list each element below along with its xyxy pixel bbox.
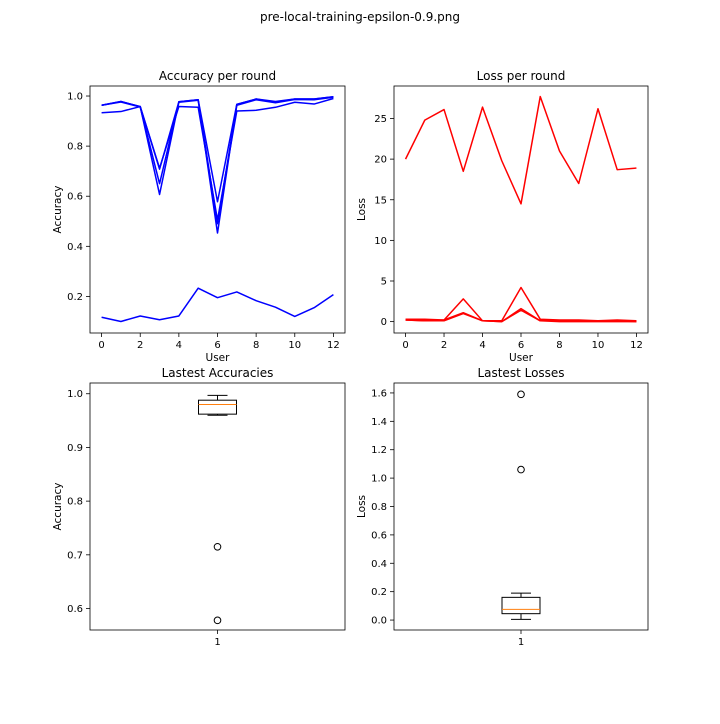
x-tick-label: 1 xyxy=(214,637,220,648)
y-tick-label: 1.2 xyxy=(371,445,387,456)
y-tick-label: 25 xyxy=(374,114,387,125)
x-tick-label: 6 xyxy=(214,340,220,351)
y-tick-label: 0.0 xyxy=(371,616,387,627)
x-tick-label: 12 xyxy=(327,340,340,351)
x-tick-label: 10 xyxy=(592,340,605,351)
y-tick-label: 0.8 xyxy=(371,502,387,513)
plot-frame xyxy=(393,382,649,631)
y-tick-label: 0.4 xyxy=(371,559,387,570)
y-tick-label: 20 xyxy=(374,155,387,166)
chart-title: Lastest Losses xyxy=(477,366,564,380)
x-tick-label: 2 xyxy=(137,340,143,351)
x-tick-label: 0 xyxy=(402,340,408,351)
series-line xyxy=(405,307,637,323)
plot-frame xyxy=(393,85,649,334)
box-iqr xyxy=(501,596,541,615)
figure-title: pre-local-training-epsilon-0.9.png xyxy=(259,10,461,24)
box-flier-point xyxy=(213,616,222,625)
y-tick-label: 1.0 xyxy=(371,474,387,485)
y-tick-label: 10 xyxy=(374,236,387,247)
series-line xyxy=(405,286,637,322)
plot-frame xyxy=(89,85,346,334)
y-axis-label: Loss xyxy=(356,198,368,221)
y-tick-label: 1.0 xyxy=(67,92,83,103)
x-tick-label: 8 xyxy=(253,340,259,351)
series-line xyxy=(405,309,637,323)
x-axis-label: User xyxy=(509,352,534,364)
y-tick-label: 0.9 xyxy=(67,443,83,454)
y-tick-label: 0.6 xyxy=(371,530,387,541)
series-line xyxy=(404,95,637,205)
x-tick-label: 8 xyxy=(556,340,562,351)
series-line xyxy=(101,97,334,221)
y-axis-label: Accuracy xyxy=(52,186,64,234)
y-axis-label: Loss xyxy=(356,495,368,518)
y-tick-label: 0 xyxy=(381,317,387,328)
y-tick-label: 5 xyxy=(381,277,387,288)
box-flier-point xyxy=(517,465,525,474)
box-iqr xyxy=(198,399,237,415)
x-tick-label: 6 xyxy=(518,340,524,351)
x-tick-label: 4 xyxy=(479,340,485,351)
x-tick-label: 10 xyxy=(288,340,301,351)
series-line xyxy=(101,96,334,203)
y-tick-label: 0.6 xyxy=(67,604,83,615)
x-tick-label: 4 xyxy=(176,340,182,351)
y-tick-label: 0.6 xyxy=(67,192,83,203)
y-tick-label: 0.8 xyxy=(67,142,83,153)
series-line xyxy=(101,96,334,225)
y-tick-label: 1.0 xyxy=(67,389,83,400)
x-tick-label: 12 xyxy=(630,340,643,351)
chart-title: Lastest Accuracies xyxy=(162,366,274,380)
series-line xyxy=(101,287,334,323)
y-tick-label: 1.6 xyxy=(371,388,387,399)
x-tick-label: 0 xyxy=(98,340,104,351)
box-flier-point xyxy=(517,390,525,399)
x-tick-label: 1 xyxy=(518,637,524,648)
x-tick-label: 2 xyxy=(441,340,447,351)
series-line xyxy=(101,96,334,234)
y-tick-label: 1.4 xyxy=(371,417,387,428)
x-axis-label: User xyxy=(206,352,231,364)
y-tick-label: 0.7 xyxy=(67,550,83,561)
chart-title: Accuracy per round xyxy=(159,69,276,83)
y-tick-label: 15 xyxy=(374,195,387,206)
y-tick-label: 0.4 xyxy=(67,242,83,253)
chart-title: Loss per round xyxy=(477,69,566,83)
plot-frame xyxy=(89,382,346,631)
box-flier-point xyxy=(213,542,222,551)
y-axis-label: Accuracy xyxy=(52,483,64,531)
y-tick-label: 0.8 xyxy=(67,497,83,508)
y-tick-label: 0.2 xyxy=(67,292,83,303)
y-tick-label: 0.2 xyxy=(371,587,387,598)
